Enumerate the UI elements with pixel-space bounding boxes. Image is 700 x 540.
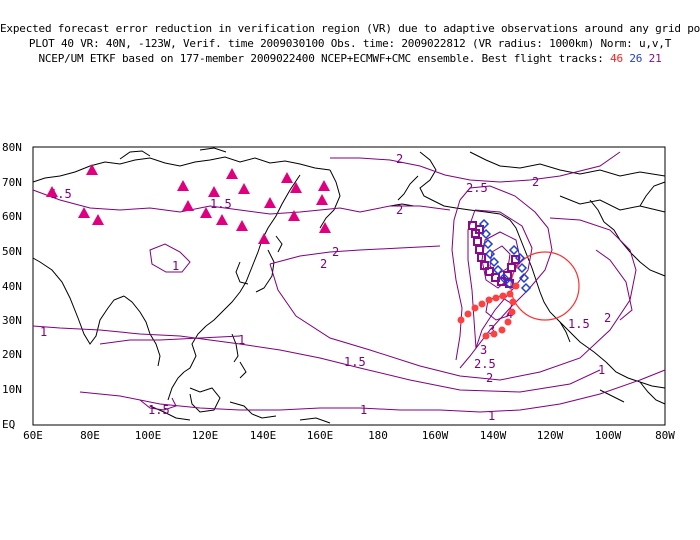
longitude-labels: 60E 80E 100E 120E 140E 160E 180 160W 140…: [23, 429, 675, 442]
lon-label-100w: 100W: [595, 429, 622, 442]
site-triangle: [182, 200, 194, 211]
contour-lines: [32, 151, 666, 413]
lon-label-180: 180: [368, 429, 388, 442]
contour-label: 2: [532, 175, 539, 189]
contour-label: 3: [488, 323, 495, 337]
site-triangle: [258, 233, 270, 244]
contour-label: 2.5: [474, 357, 496, 371]
lat-label-20n: 20N: [2, 348, 22, 361]
contour-label: 2: [332, 245, 339, 259]
contour-label: 3: [480, 343, 487, 357]
lat-label-80n: 80N: [2, 141, 22, 154]
title-line-1: Expected forecast error reduction in ver…: [0, 22, 700, 35]
contour-labels: 1.5 1.5 1 2 2 2.5 2 2 2 1.5 2 1 1 1.5 1 …: [40, 152, 611, 423]
site-triangle: [316, 194, 328, 205]
contour-label: 2.5: [466, 181, 488, 195]
lat-label-30n: 30N: [2, 314, 22, 327]
contour-label: 2: [396, 203, 403, 217]
contour-label: 1: [360, 403, 367, 417]
contour-label: 1: [40, 325, 47, 339]
contour-label: 1: [238, 333, 245, 347]
site-triangle: [208, 186, 220, 197]
contour-label: 1.5: [568, 317, 590, 331]
site-triangle: [290, 182, 302, 193]
site-triangle: [281, 172, 293, 183]
lon-label-140w: 140W: [480, 429, 507, 442]
site-triangle: [319, 222, 331, 233]
contour-label: 1.5: [148, 403, 170, 417]
flight-track-26: [478, 218, 532, 294]
title-line-3-prefix: NCEP/UM ETKF based on 177-member 2009022…: [38, 52, 604, 65]
site-triangle: [216, 214, 228, 225]
contour-label: 2: [320, 257, 327, 271]
lat-label-50n: 50N: [2, 245, 22, 258]
lat-label-60n: 60N: [2, 210, 22, 223]
contour-label: 1: [598, 363, 605, 377]
lat-label-10n: 10N: [2, 383, 22, 396]
contour-label: 2: [486, 371, 493, 385]
contour-label: 2: [604, 311, 611, 325]
track-c-label: 21: [648, 52, 662, 65]
lon-label-160w: 160W: [422, 429, 449, 442]
track-b-label: 26: [629, 52, 643, 65]
map-frame: [32, 146, 666, 426]
latitude-labels: 80N 70N 60N 50N 40N 30N 20N 10N EQ: [2, 141, 22, 431]
site-triangle: [46, 186, 58, 197]
lat-label-eq: EQ: [2, 418, 15, 431]
contour-label: 1: [172, 259, 179, 273]
contour-label: 1.5: [50, 187, 72, 201]
lon-label-60e: 60E: [23, 429, 43, 442]
observation-sites: [46, 164, 331, 244]
lon-label-160e: 160E: [307, 429, 334, 442]
site-triangle: [264, 197, 276, 208]
contour-label: 1.5: [210, 197, 232, 211]
contour-label: 2: [396, 152, 403, 166]
site-triangle: [92, 214, 104, 225]
lon-label-120e: 120E: [192, 429, 219, 442]
site-triangle: [238, 183, 250, 194]
lon-label-140e: 140E: [250, 429, 277, 442]
site-triangle: [177, 180, 189, 191]
site-triangle: [288, 210, 300, 221]
lon-label-120w: 120W: [537, 429, 564, 442]
site-triangle: [200, 207, 212, 218]
lat-label-70n: 70N: [2, 176, 22, 189]
track-a-label: 46: [610, 52, 623, 65]
contour-label: 1: [488, 409, 495, 423]
lon-label-80e: 80E: [80, 429, 100, 442]
contour-label: 1.5: [344, 355, 366, 369]
title-line-3: NCEP/UM ETKF based on 177-member 2009022…: [0, 52, 700, 65]
site-triangle: [236, 220, 248, 231]
site-triangle: [78, 207, 90, 218]
site-triangle: [86, 164, 98, 175]
lat-label-40n: 40N: [2, 280, 22, 293]
lon-label-80w: 80W: [655, 429, 675, 442]
site-triangle: [318, 180, 330, 191]
coastlines: [32, 147, 666, 424]
flight-track-46: [457, 282, 520, 340]
site-triangle: [226, 168, 238, 179]
lon-label-100e: 100E: [135, 429, 162, 442]
title-line-2: PLOT 40 VR: 40N, -123W, Verif. time 2009…: [28, 37, 672, 50]
